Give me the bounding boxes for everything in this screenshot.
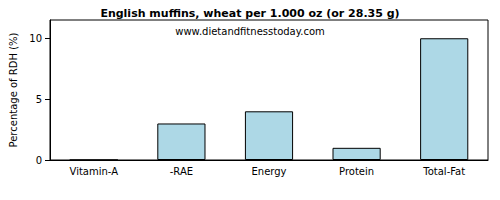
svg-text:10: 10 [29,33,42,44]
svg-text:5: 5 [36,94,42,105]
svg-text:www.dietandfitnesstoday.com: www.dietandfitnesstoday.com [175,26,324,37]
svg-text:-RAE: -RAE [170,166,193,177]
svg-text:English muffins, wheat per 1.0: English muffins, wheat per 1.000 oz (or … [100,7,399,20]
svg-text:Protein: Protein [339,166,374,177]
svg-text:Vitamin-A: Vitamin-A [70,166,119,177]
svg-text:Total-Fat: Total-Fat [422,166,465,177]
svg-text:Energy: Energy [251,166,286,177]
svg-text:0: 0 [36,155,42,166]
svg-text:Percentage of RDH (%): Percentage of RDH (%) [8,32,19,147]
